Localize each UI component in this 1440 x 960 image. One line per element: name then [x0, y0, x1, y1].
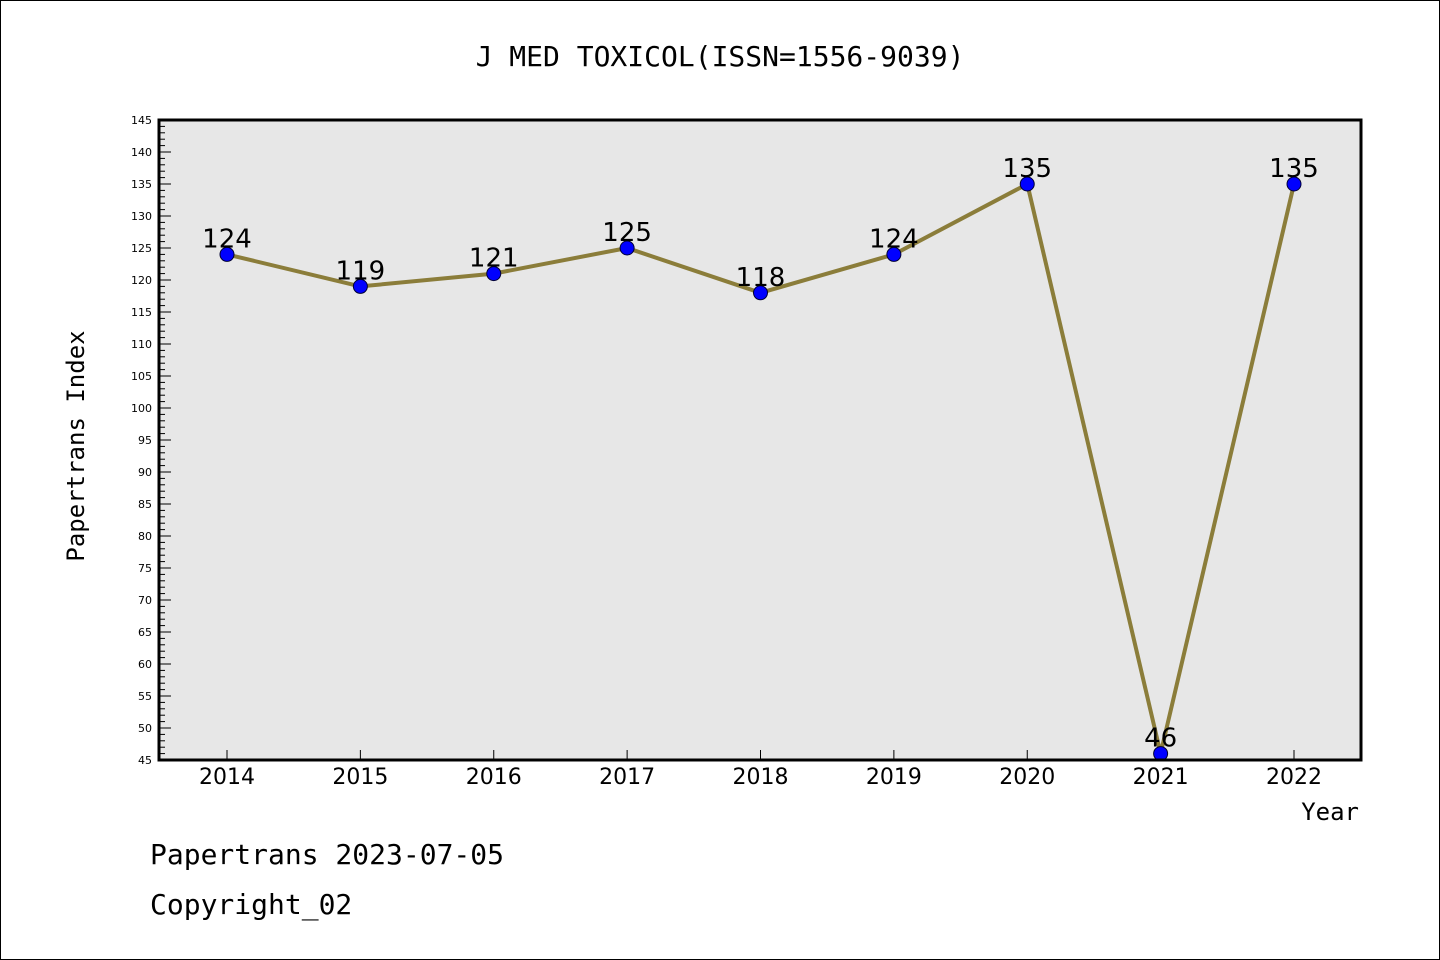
- x-axis: 2014 2015 2016 2017 2018 2019 2020 2021 2022: [199, 750, 1322, 790]
- y-axis: 45 50 55 60 65 70 75 80 85 90 95 100 105 110 115 120 125…: [131, 114, 171, 767]
- y-tick-label: 140: [131, 146, 152, 159]
- data-label: 125: [602, 218, 652, 248]
- y-tick-label: 70: [138, 594, 152, 607]
- y-tick-label: 90: [138, 466, 152, 479]
- y-tick-label: 75: [138, 562, 152, 575]
- x-tick-label: 2014: [199, 765, 255, 790]
- x-tick-label: 2018: [733, 765, 789, 790]
- data-label: 46: [1144, 724, 1177, 754]
- x-axis-label: Year: [1301, 798, 1359, 826]
- data-label: 118: [736, 263, 786, 293]
- footer-date: Papertrans 2023-07-05: [150, 838, 504, 871]
- y-tick-label: 115: [131, 306, 152, 319]
- x-tick-label: 2017: [599, 765, 655, 790]
- plot-border: [157, 118, 1363, 762]
- x-tick-label: 2020: [999, 765, 1055, 790]
- y-tick-label: 130: [131, 210, 152, 223]
- x-tick-label: 2015: [332, 765, 388, 790]
- y-tick-label: 95: [138, 434, 152, 447]
- y-tick-label: 135: [131, 178, 152, 191]
- y-tick-label: 120: [131, 274, 152, 287]
- y-tick-label: 105: [131, 370, 152, 383]
- data-point: [1286, 176, 1302, 192]
- footer-copyright: Copyright_02: [150, 888, 352, 922]
- data-point: [753, 285, 768, 301]
- y-tick-label: 85: [138, 498, 152, 511]
- data-label: 119: [336, 256, 386, 286]
- y-tick-label: 45: [138, 754, 152, 767]
- data-label: 124: [869, 224, 919, 254]
- y-tick-label: 145: [131, 114, 152, 127]
- data-point: [352, 278, 368, 294]
- y-axis-label: Papertrans Index: [62, 330, 90, 561]
- x-tick-label: 2022: [1266, 765, 1322, 790]
- data-point: [619, 240, 635, 256]
- data-point: [886, 246, 902, 262]
- x-tick-label: 2016: [466, 765, 522, 790]
- y-tick-label: 100: [131, 402, 152, 415]
- y-tick-label: 60: [138, 658, 152, 671]
- y-tick-label: 50: [138, 722, 152, 735]
- plot-area: [159, 120, 1361, 760]
- y-tick-label: 110: [131, 338, 152, 351]
- chart-title: J MED TOXICOL(ISSN=1556-9039): [476, 40, 965, 73]
- data-markers: [219, 176, 1302, 762]
- data-label: 121: [469, 244, 519, 274]
- data-point: [486, 266, 502, 282]
- data-labels: 124 119 121 125 118 124 135 46 135: [202, 154, 1319, 754]
- y-tick-label: 80: [138, 530, 152, 543]
- y-tick-label: 65: [138, 626, 152, 639]
- data-point: [1019, 176, 1035, 192]
- data-label: 135: [1002, 154, 1052, 184]
- data-point: [219, 246, 235, 262]
- x-tick-label: 2019: [866, 765, 922, 790]
- data-label: 124: [202, 224, 252, 254]
- y-tick-label: 55: [138, 690, 152, 703]
- y-tick-label: 125: [131, 242, 152, 255]
- x-tick-label: 2021: [1133, 765, 1189, 790]
- data-label: 135: [1269, 154, 1319, 184]
